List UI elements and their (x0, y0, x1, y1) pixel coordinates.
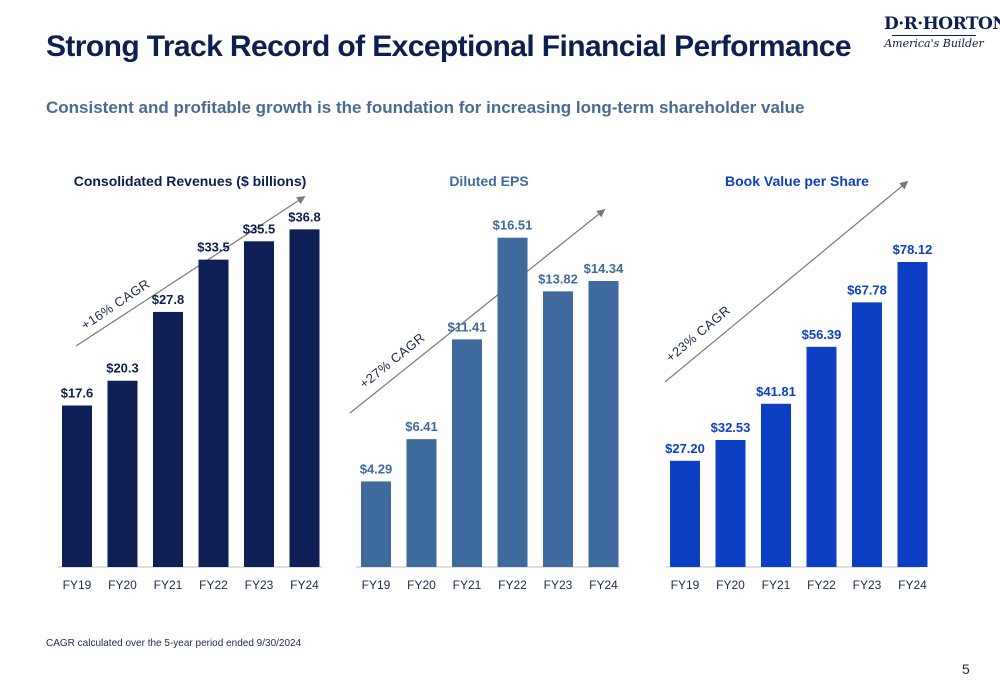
revenue-tick-label: FY23 (245, 578, 274, 592)
revenue-cagr-arrow (75, 196, 306, 347)
revenue-bar (244, 241, 274, 567)
book-value-tick-label: FY24 (898, 578, 927, 592)
revenue-bar (62, 405, 92, 567)
eps-bar (497, 237, 528, 568)
book-value-chart-title: Book Value per Share (725, 173, 869, 189)
eps-tick-label: FY19 (362, 578, 391, 592)
revenue-tick-label: FY20 (108, 578, 137, 592)
revenue-data-label: $36.8 (288, 209, 321, 224)
revenue-data-label: $33.5 (197, 240, 230, 255)
eps-data-label: $6.41 (405, 419, 438, 434)
revenue-bar (107, 380, 138, 567)
eps-chart-title: Diluted EPS (449, 173, 528, 189)
book-value-bar (670, 460, 700, 567)
book-value-bar (761, 403, 791, 567)
book-value-bar (852, 302, 882, 567)
book-value-cagr-arrow (664, 180, 909, 383)
book-value-bar (806, 346, 837, 567)
eps-data-label: $11.41 (447, 319, 486, 334)
book-value-tick-label: FY22 (807, 578, 836, 592)
eps-data-label: $16.51 (493, 218, 533, 233)
eps-data-label: $13.82 (538, 271, 578, 286)
eps-bar (452, 339, 482, 567)
book-value-data-label: $27.20 (665, 441, 705, 456)
eps-tick-label: FY21 (453, 578, 482, 592)
eps-bar (361, 481, 391, 567)
book-value-data-label: $78.12 (893, 242, 933, 257)
eps-tick-label: FY20 (407, 578, 436, 592)
revenue-data-label: $20.3 (106, 361, 139, 376)
book-value-data-label: $56.39 (802, 327, 842, 342)
revenue-tick-label: FY22 (199, 578, 228, 592)
page-number: 5 (962, 661, 970, 677)
revenue-tick-label: FY19 (63, 578, 92, 592)
book-value-tick-label: FY20 (716, 578, 745, 592)
book-value-bar (897, 261, 928, 567)
book-value-tick-label: FY23 (853, 578, 882, 592)
eps-cagr-label: +27% CAGR (357, 330, 428, 392)
revenue-chart-title: Consolidated Revenues ($ billions) (74, 173, 307, 189)
book-value-data-label: $41.81 (756, 384, 796, 399)
eps-bar (406, 439, 437, 567)
book-value-bar (715, 439, 746, 567)
company-logo: D·R·HORTON America's Builder (884, 14, 1000, 64)
revenue-bar (153, 311, 183, 567)
page-title: Strong Track Record of Exceptional Finan… (46, 30, 852, 63)
revenue-tick-label: FY24 (290, 578, 319, 592)
revenue-bar (289, 229, 320, 568)
page-subtitle: Consistent and profitable growth is the … (46, 98, 805, 117)
eps-tick-label: FY23 (544, 578, 573, 592)
book-value-data-label: $67.78 (847, 282, 887, 297)
book-value-data-label: $32.53 (711, 420, 751, 435)
revenue-tick-label: FY21 (154, 578, 183, 592)
logo-tagline: America's Builder (884, 37, 984, 50)
eps-tick-label: FY22 (498, 578, 527, 592)
footnote: CAGR calculated over the 5-year period e… (46, 638, 302, 649)
revenue-data-label: $35.5 (243, 221, 276, 236)
book-value-tick-label: FY19 (671, 578, 700, 592)
revenue-data-label: $17.6 (61, 386, 94, 401)
revenue-bar (198, 259, 229, 567)
logo-wordmark: D·R·HORTON (884, 14, 1000, 34)
revenue-data-label: $27.8 (152, 292, 185, 307)
revenue-cagr-label: +16% CAGR (78, 276, 152, 333)
eps-cagr-arrow (349, 208, 606, 414)
eps-data-label: $4.29 (360, 461, 393, 476)
eps-bar (543, 291, 573, 567)
book-value-tick-label: FY21 (762, 578, 791, 592)
eps-tick-label: FY24 (589, 578, 618, 592)
eps-data-label: $14.34 (584, 261, 625, 276)
eps-bar (588, 280, 619, 567)
